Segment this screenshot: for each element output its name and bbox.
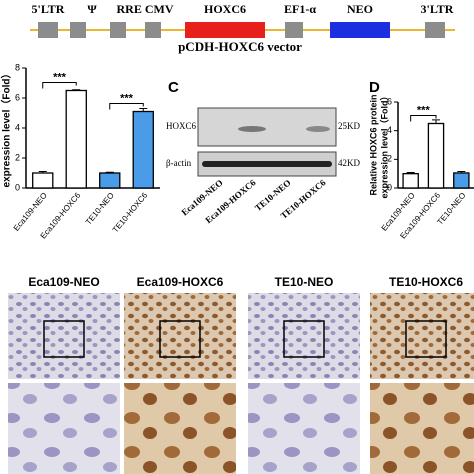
y-tick-label: 2 — [387, 154, 392, 164]
y-axis-label: expression level（Fold） — [379, 91, 389, 198]
zoom-box — [43, 320, 85, 358]
y-tick-label: 8 — [15, 62, 20, 72]
zoom-box — [283, 320, 325, 358]
significance-label: *** — [53, 71, 67, 83]
x-tick-label: TE10-HOXC6 — [111, 190, 150, 234]
error-bar — [457, 171, 466, 173]
bar — [402, 173, 419, 189]
segment — [425, 22, 445, 38]
ihc-image — [248, 293, 360, 379]
vector-label: 3'LTR — [421, 2, 454, 16]
significance-label: *** — [120, 92, 134, 104]
ihc-image — [124, 293, 236, 379]
y-tick-label: 4 — [387, 125, 392, 135]
significance-label: *** — [417, 104, 431, 116]
vector-diagram: 5'LTR Ψ RRE CMV HOXC6 EF1-α NEO 3'LTR pC… — [30, 2, 455, 54]
segment — [285, 22, 303, 38]
y-tick-label: 6 — [387, 96, 392, 106]
bar — [453, 172, 470, 189]
row-label: β-actin — [166, 158, 192, 168]
western-blot: C HOXC6 25KD β-actin 42KD Eca109-NEO Eca… — [166, 79, 360, 225]
segment — [110, 22, 126, 38]
y-tick-label: 2 — [15, 152, 20, 162]
x-tick-label: Eca109-NEO — [12, 191, 49, 233]
size-label: 25KD — [338, 121, 360, 131]
segment — [38, 22, 58, 38]
bar — [427, 122, 445, 189]
vector-title: pCDH-HOXC6 vector — [178, 39, 302, 54]
ihc-zoom-image — [370, 383, 474, 474]
ihc-panel: Eca109-NEO Eca109-HOXC6 TE10-NEO TE10-HOXC6 — [8, 275, 474, 474]
hoxc6-segment — [185, 22, 265, 38]
error-bar — [38, 171, 47, 173]
error-bar — [432, 119, 440, 124]
error-bar — [139, 108, 148, 112]
panel-label: C — [168, 79, 179, 96]
ihc-zoom-image — [248, 383, 360, 474]
error-bar — [105, 171, 114, 173]
zoom-box — [159, 320, 201, 358]
significance-bracket — [42, 82, 77, 89]
vector-label: 5'LTR — [32, 2, 65, 16]
bar — [99, 172, 121, 189]
column-label: Eca109-NEO — [28, 275, 99, 289]
ihc-image — [8, 293, 120, 379]
zoom-box — [405, 320, 447, 358]
vector-label: EF1-α — [284, 2, 316, 16]
column-label: TE10-NEO — [275, 275, 334, 289]
size-label: 42KD — [338, 158, 360, 168]
bar — [65, 89, 87, 189]
y-tick-label: 0 — [15, 182, 20, 192]
column-label: TE10-HOXC6 — [389, 275, 463, 289]
ihc-zoom-image — [8, 383, 120, 474]
ihc-zoom-image — [124, 383, 236, 474]
bar — [32, 172, 54, 189]
y-tick-label: 0 — [387, 182, 392, 192]
segment — [145, 22, 161, 38]
column-label: Eca109-HOXC6 — [137, 275, 224, 289]
vector-label: RRE CMV — [117, 2, 174, 16]
y-tick-label: 6 — [15, 92, 20, 102]
x-tick-label: TE10-NEO — [84, 191, 116, 227]
ihc-image — [370, 293, 474, 379]
y-axis-label: expression level（Fold） — [0, 69, 13, 188]
y-axis-label: Relative HOXC6 protein — [368, 94, 378, 195]
segment — [70, 22, 86, 38]
vector-label: NEO — [347, 2, 373, 16]
vector-label: HOXC6 — [204, 2, 246, 16]
significance-bracket — [410, 115, 437, 122]
error-bar — [72, 89, 81, 91]
y-tick-label: 4 — [15, 122, 20, 132]
band — [238, 126, 266, 132]
band — [306, 126, 330, 132]
neo-segment — [330, 22, 390, 38]
row-label: HOXC6 — [166, 121, 197, 131]
error-bar — [406, 172, 415, 174]
band — [202, 161, 332, 167]
panel-label: D — [369, 79, 380, 96]
significance-bracket — [109, 103, 144, 110]
vector-label: Ψ — [87, 2, 97, 16]
bar — [132, 110, 154, 189]
